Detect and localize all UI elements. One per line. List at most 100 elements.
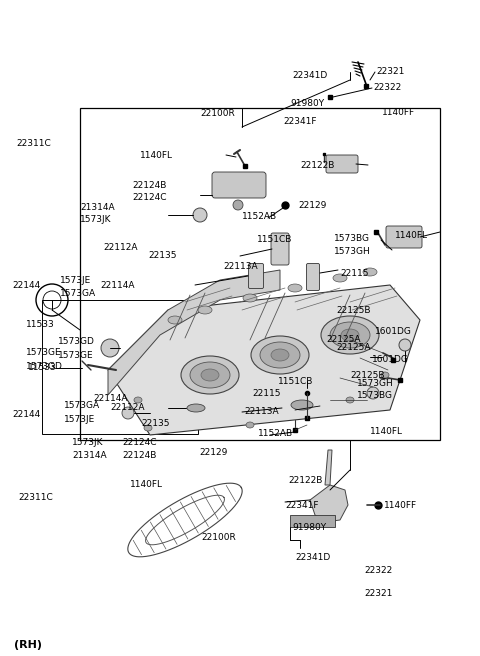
FancyBboxPatch shape	[386, 226, 422, 248]
Text: 1573GA: 1573GA	[60, 289, 96, 298]
Bar	[42, 300, 198, 434]
Text: 22341D: 22341D	[293, 71, 328, 80]
Text: 22112A: 22112A	[103, 243, 138, 252]
FancyBboxPatch shape	[307, 264, 320, 291]
Text: 22125B: 22125B	[350, 371, 384, 380]
Ellipse shape	[260, 342, 300, 368]
Text: 1573JE: 1573JE	[60, 276, 91, 285]
Text: 22129: 22129	[298, 201, 326, 209]
Text: 1573GD: 1573GD	[58, 337, 95, 346]
Text: 21314A: 21314A	[80, 203, 115, 211]
Text: 22321: 22321	[376, 68, 404, 77]
Text: 1573GE: 1573GE	[26, 348, 62, 358]
Text: 22341F: 22341F	[283, 117, 317, 126]
Text: 22100R: 22100R	[202, 533, 236, 543]
Ellipse shape	[168, 316, 182, 324]
Text: 22122B: 22122B	[300, 161, 335, 169]
Text: 91980Y: 91980Y	[292, 523, 326, 533]
Bar	[80, 108, 440, 440]
Ellipse shape	[330, 322, 370, 348]
Text: 22144: 22144	[12, 410, 40, 419]
Text: 1152AB: 1152AB	[242, 212, 277, 221]
Text: 1140FF: 1140FF	[382, 108, 415, 117]
Ellipse shape	[134, 397, 142, 403]
Text: 22115: 22115	[340, 268, 369, 277]
Text: 22125A: 22125A	[336, 344, 371, 352]
Text: 22135: 22135	[142, 419, 170, 428]
Text: 1573JK: 1573JK	[72, 438, 104, 447]
Text: 22322: 22322	[373, 83, 401, 92]
Circle shape	[233, 200, 243, 210]
Text: 1573GA: 1573GA	[64, 401, 100, 411]
Ellipse shape	[341, 329, 359, 341]
Polygon shape	[108, 285, 420, 435]
Text: 1573JK: 1573JK	[80, 216, 111, 224]
Polygon shape	[325, 450, 332, 485]
Text: (RH): (RH)	[14, 640, 42, 649]
Ellipse shape	[333, 274, 347, 282]
FancyBboxPatch shape	[271, 233, 289, 265]
Circle shape	[193, 208, 207, 222]
Ellipse shape	[201, 369, 219, 381]
Text: 22113A: 22113A	[244, 407, 278, 417]
Circle shape	[367, 387, 379, 399]
Text: 22124C: 22124C	[132, 194, 167, 203]
Text: 1601DG: 1601DG	[375, 327, 412, 337]
Text: 1140FL: 1140FL	[370, 427, 403, 436]
Text: 22341D: 22341D	[295, 554, 330, 562]
Ellipse shape	[190, 362, 230, 388]
Ellipse shape	[288, 284, 302, 292]
Text: 22322: 22322	[365, 566, 393, 575]
Polygon shape	[310, 485, 348, 522]
Text: 1573GE: 1573GE	[58, 350, 94, 359]
Text: 1573GD: 1573GD	[26, 361, 63, 371]
Text: 1573GH: 1573GH	[357, 379, 394, 388]
Text: 1573BG: 1573BG	[334, 234, 370, 243]
Text: 22144: 22144	[12, 281, 40, 289]
Text: 22114A: 22114A	[100, 281, 134, 289]
Text: 22114A: 22114A	[94, 394, 128, 403]
Text: 22122B: 22122B	[288, 476, 323, 485]
Text: 1140FL: 1140FL	[140, 152, 173, 161]
Text: 22124B: 22124B	[122, 451, 157, 461]
Ellipse shape	[187, 404, 205, 412]
Circle shape	[399, 339, 411, 351]
Text: 22129: 22129	[199, 448, 228, 457]
Ellipse shape	[246, 422, 254, 428]
Circle shape	[122, 407, 134, 419]
Text: 11533: 11533	[28, 363, 57, 373]
Text: 1573JE: 1573JE	[64, 415, 95, 424]
Text: 21314A: 21314A	[72, 451, 107, 461]
Text: 1151CB: 1151CB	[278, 377, 313, 386]
Text: 1573BG: 1573BG	[357, 392, 393, 401]
Ellipse shape	[346, 397, 354, 403]
Text: 22311C: 22311C	[17, 138, 51, 148]
Ellipse shape	[291, 400, 313, 410]
Text: 22113A: 22113A	[223, 262, 258, 271]
Ellipse shape	[363, 268, 377, 276]
Text: 22112A: 22112A	[110, 403, 144, 413]
Ellipse shape	[144, 425, 152, 431]
Text: 11533: 11533	[26, 319, 55, 329]
Ellipse shape	[251, 336, 309, 374]
Text: 22125A: 22125A	[326, 335, 361, 344]
Text: 22100R: 22100R	[200, 110, 235, 119]
Text: 1140FL: 1140FL	[130, 480, 163, 489]
Text: 91980Y: 91980Y	[290, 99, 324, 108]
Text: 22115: 22115	[252, 389, 280, 398]
Text: 1573GH: 1573GH	[334, 247, 371, 256]
Text: 1151CB: 1151CB	[257, 235, 292, 244]
Text: 1152AB: 1152AB	[258, 428, 293, 438]
Circle shape	[101, 339, 119, 357]
FancyBboxPatch shape	[212, 172, 266, 198]
Ellipse shape	[243, 294, 257, 302]
Text: 1140FL: 1140FL	[395, 230, 428, 239]
Ellipse shape	[321, 316, 379, 354]
Text: 1140FF: 1140FF	[384, 501, 417, 510]
Bar	[290, 515, 335, 527]
Ellipse shape	[198, 306, 212, 314]
Text: 22124C: 22124C	[122, 438, 157, 447]
Text: 22124B: 22124B	[132, 180, 167, 190]
Text: 22341F: 22341F	[285, 501, 319, 510]
Ellipse shape	[181, 356, 239, 394]
